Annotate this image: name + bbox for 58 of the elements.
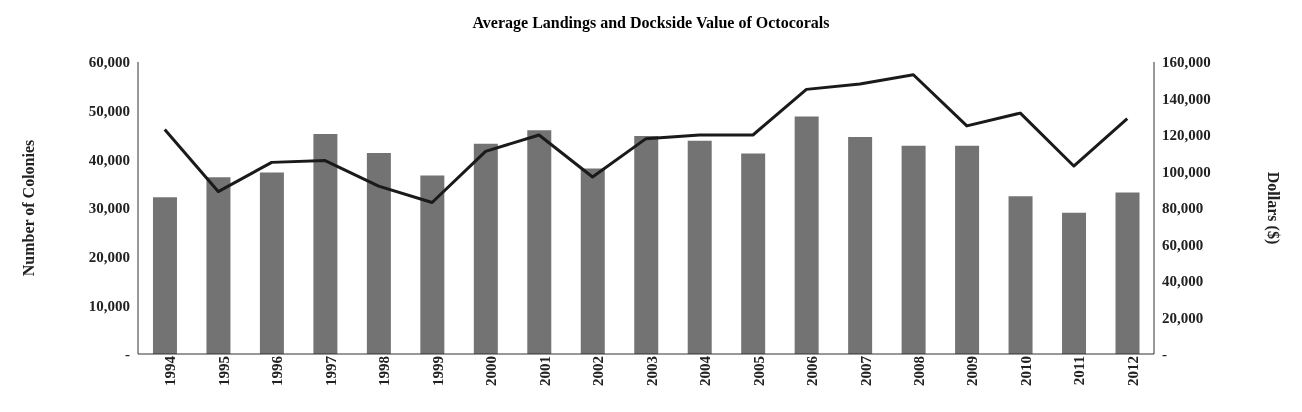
x-tick-label: 2007 <box>857 355 874 386</box>
y-tick-label: 50,000 <box>88 102 130 119</box>
x-tick-label: 2006 <box>804 355 821 386</box>
bar <box>420 175 445 354</box>
bar <box>848 136 873 354</box>
x-tick-label: 2005 <box>750 356 767 386</box>
bar <box>313 134 338 354</box>
x-tick-label: 1995 <box>215 356 232 386</box>
x-tick-label: 2001 <box>536 356 553 386</box>
bar <box>955 145 980 354</box>
x-tick-label: 2011 <box>1071 356 1088 386</box>
y2-axis-title: Dollars ($) <box>1264 171 1283 245</box>
bar <box>634 135 659 354</box>
bar <box>901 145 926 354</box>
bar <box>687 140 712 354</box>
x-tick-label: 2004 <box>697 355 714 386</box>
y2-tick-label: 100,000 <box>1162 163 1211 180</box>
y2-tick-label: 160,000 <box>1162 54 1211 71</box>
x-tick-label: 2010 <box>1017 356 1034 386</box>
x-tick-label: 2000 <box>483 356 500 386</box>
bar <box>794 116 819 354</box>
bar <box>527 130 552 354</box>
y2-tick-label: - <box>1162 346 1167 363</box>
y2-tick-label: 40,000 <box>1162 273 1204 290</box>
bar <box>366 153 391 354</box>
x-tick-label: 2012 <box>1124 356 1141 386</box>
line-series <box>163 73 1129 205</box>
bar <box>1062 212 1087 354</box>
y-tick-label: 10,000 <box>88 297 130 314</box>
bar <box>259 172 284 354</box>
x-tick-label: 2008 <box>911 356 928 386</box>
y2-tick-label: 20,000 <box>1162 309 1204 326</box>
y2-tick-label: 60,000 <box>1162 236 1204 253</box>
x-tick-label: 1996 <box>269 355 286 386</box>
y2-tick-label: 80,000 <box>1162 200 1204 217</box>
bar <box>741 153 766 354</box>
y2-tick-label: 120,000 <box>1162 127 1211 144</box>
y2-tick-label: 140,000 <box>1162 90 1211 107</box>
chart-title: Average Landings and Dockside Value of Octocorals <box>471 13 831 34</box>
bar <box>1115 192 1140 354</box>
x-tick-label: 2003 <box>643 356 660 386</box>
y-tick-label: 30,000 <box>88 200 130 217</box>
y-tick-label: 40,000 <box>88 151 130 168</box>
x-tick-label: 1997 <box>322 355 339 386</box>
x-tick-label: 2009 <box>964 356 981 386</box>
x-tick-label: 1999 <box>429 356 446 386</box>
x-tick-label: 1998 <box>376 356 393 386</box>
bar <box>580 168 605 354</box>
bar <box>473 143 498 354</box>
y-tick-label: - <box>125 346 130 363</box>
bar <box>152 197 177 354</box>
x-tick-label: 1994 <box>162 355 179 386</box>
y-tick-label: 60,000 <box>88 54 130 71</box>
y-tick-label: 20,000 <box>88 248 130 265</box>
x-tick-label: 2002 <box>590 356 607 386</box>
bar <box>1008 196 1033 354</box>
bar <box>206 177 231 354</box>
y-axis-title: Number of Colonies <box>19 139 37 277</box>
